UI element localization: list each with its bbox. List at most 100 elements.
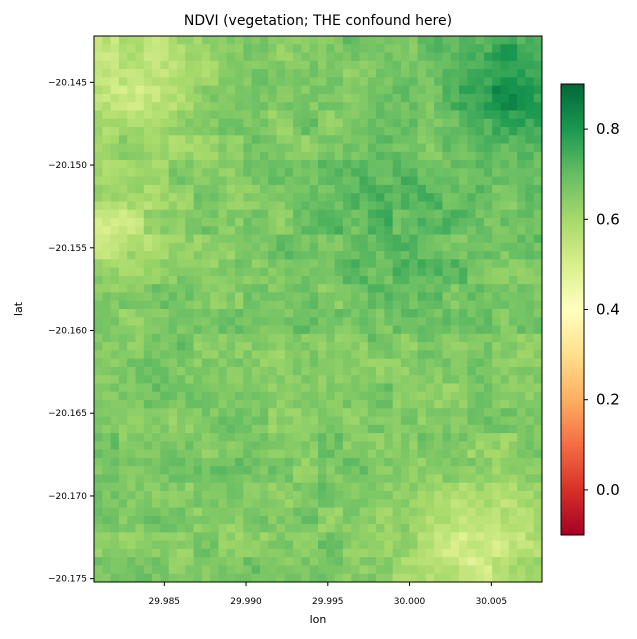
heatmap-cell bbox=[185, 573, 194, 583]
heatmap-cell bbox=[508, 218, 518, 227]
y-tick-label: −20.175 bbox=[48, 575, 87, 585]
heatmap-cell bbox=[259, 168, 269, 178]
heatmap-cell bbox=[127, 408, 136, 417]
heatmap-cell bbox=[226, 350, 236, 360]
heatmap-cell bbox=[235, 292, 244, 302]
heatmap-cell bbox=[127, 127, 136, 136]
heatmap-cell bbox=[110, 557, 120, 566]
heatmap-cell bbox=[276, 548, 286, 558]
heatmap-cell bbox=[483, 391, 493, 401]
heatmap-cell bbox=[235, 102, 244, 111]
heatmap-cell bbox=[326, 209, 335, 219]
heatmap-cell bbox=[268, 102, 277, 111]
heatmap-cell bbox=[459, 515, 468, 525]
heatmap-cell bbox=[417, 375, 427, 384]
heatmap-cell bbox=[168, 358, 178, 368]
heatmap-cell bbox=[533, 127, 543, 136]
heatmap-cell bbox=[376, 573, 385, 583]
heatmap-cell bbox=[309, 234, 319, 244]
heatmap-cell bbox=[442, 151, 452, 161]
heatmap-cell bbox=[118, 184, 128, 194]
heatmap-cell bbox=[268, 524, 277, 533]
heatmap-cell bbox=[276, 284, 286, 293]
heatmap-cell bbox=[475, 515, 485, 525]
heatmap-cell bbox=[293, 309, 302, 318]
heatmap-cell bbox=[268, 93, 277, 103]
heatmap-cell bbox=[475, 135, 485, 144]
heatmap-cell bbox=[442, 275, 452, 285]
heatmap-cell bbox=[475, 85, 485, 95]
heatmap-cell bbox=[276, 118, 286, 128]
heatmap-cell bbox=[185, 85, 194, 95]
heatmap-cell bbox=[342, 193, 352, 202]
heatmap-cell bbox=[500, 565, 510, 575]
heatmap-cell bbox=[400, 60, 410, 70]
heatmap-cell bbox=[160, 218, 170, 227]
heatmap-cell bbox=[243, 184, 253, 194]
heatmap-cell bbox=[459, 77, 468, 87]
heatmap-cell bbox=[500, 60, 510, 70]
heatmap-cell bbox=[210, 573, 219, 583]
heatmap-cell bbox=[359, 408, 369, 417]
heatmap-cell bbox=[442, 416, 452, 426]
heatmap-cell bbox=[193, 317, 203, 326]
heatmap-cell bbox=[500, 466, 510, 475]
heatmap-cell bbox=[342, 259, 352, 269]
heatmap-cell bbox=[517, 127, 526, 136]
heatmap-cell bbox=[135, 292, 145, 302]
heatmap-cell bbox=[517, 242, 526, 252]
heatmap-cell bbox=[226, 218, 236, 227]
heatmap-cell bbox=[467, 69, 477, 78]
heatmap-cell bbox=[384, 176, 394, 186]
heatmap-cell bbox=[359, 482, 369, 492]
heatmap-cell bbox=[500, 193, 510, 202]
heatmap-cell bbox=[201, 275, 211, 285]
heatmap-cell bbox=[500, 375, 510, 384]
heatmap-cell bbox=[218, 127, 228, 136]
heatmap-cell bbox=[143, 441, 153, 451]
heatmap-cell bbox=[268, 532, 277, 542]
heatmap-cell bbox=[185, 565, 194, 575]
heatmap-cell bbox=[517, 234, 526, 244]
heatmap-cell bbox=[359, 499, 369, 508]
heatmap-cell bbox=[226, 482, 236, 492]
heatmap-cell bbox=[284, 375, 294, 384]
heatmap-cell bbox=[483, 557, 493, 566]
heatmap-cell bbox=[342, 275, 352, 285]
heatmap-cell bbox=[459, 391, 468, 401]
heatmap-cell bbox=[94, 565, 103, 575]
heatmap-cell bbox=[400, 102, 410, 111]
heatmap-cell bbox=[235, 135, 244, 144]
heatmap-cell bbox=[409, 44, 418, 53]
heatmap-cell bbox=[235, 391, 244, 401]
heatmap-cell bbox=[508, 317, 518, 326]
heatmap-cell bbox=[392, 251, 402, 260]
heatmap-cell bbox=[525, 333, 535, 343]
heatmap-cell bbox=[284, 135, 294, 144]
heatmap-cell bbox=[193, 143, 203, 153]
heatmap-cell bbox=[284, 391, 294, 401]
heatmap-cell bbox=[210, 408, 219, 417]
heatmap-cell bbox=[243, 383, 253, 393]
heatmap-cell bbox=[475, 184, 485, 194]
heatmap-cell bbox=[293, 300, 302, 310]
heatmap-cell bbox=[533, 184, 543, 194]
heatmap-cell bbox=[533, 151, 543, 161]
heatmap-cell bbox=[384, 184, 394, 194]
heatmap-cell bbox=[376, 350, 385, 360]
heatmap-cell bbox=[143, 565, 153, 575]
heatmap-cell bbox=[110, 226, 120, 235]
heatmap-cell bbox=[434, 151, 443, 161]
heatmap-cell bbox=[525, 69, 535, 78]
heatmap-cell bbox=[508, 275, 518, 285]
heatmap-cell bbox=[334, 69, 344, 78]
heatmap-cell bbox=[160, 209, 170, 219]
heatmap-cell bbox=[193, 499, 203, 508]
heatmap-cell bbox=[226, 317, 236, 326]
heatmap-cell bbox=[94, 441, 103, 451]
heatmap-cell bbox=[459, 309, 468, 318]
heatmap-cell bbox=[210, 474, 219, 484]
heatmap-cell bbox=[160, 259, 170, 269]
heatmap-cell bbox=[309, 242, 319, 252]
heatmap-cell bbox=[168, 151, 178, 161]
